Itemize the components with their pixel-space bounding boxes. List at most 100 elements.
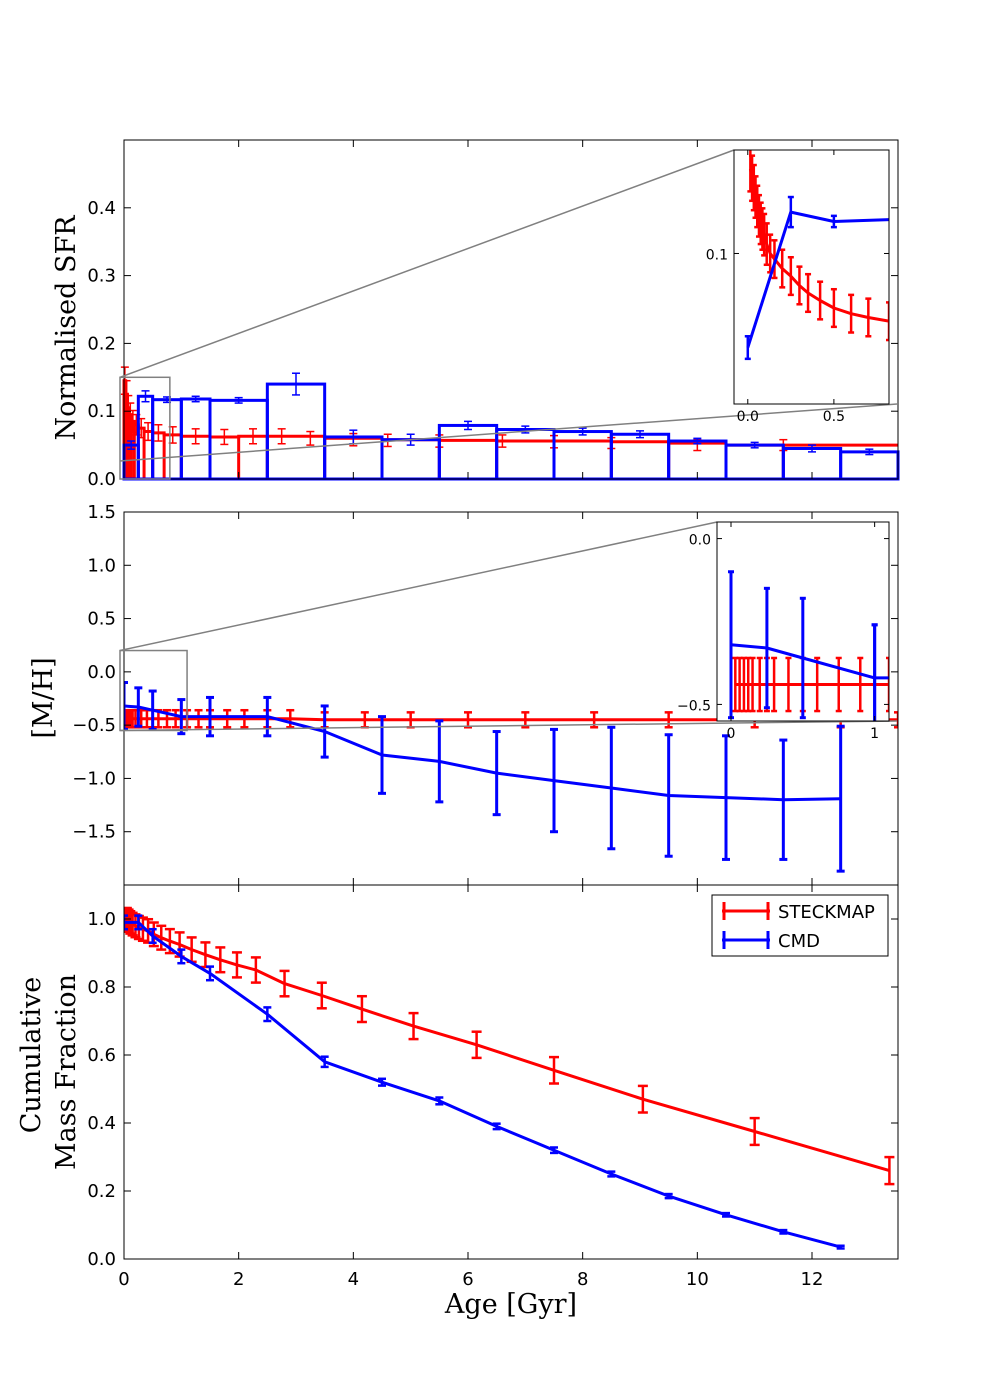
mh-inset-steckmap-errorbar	[771, 656, 778, 713]
mh-inset-y-tick-label: −0.5	[677, 698, 711, 714]
sfr-steckmap-errorbar	[306, 430, 315, 446]
sfr-inset-steckmap-errorbar	[865, 297, 872, 338]
sfr-inset-steckmap-errorbar	[805, 272, 812, 314]
cum-cmd-line	[124, 920, 842, 1249]
mh-y-tick-label: 1.0	[87, 555, 116, 576]
cum-cmd-errorbar	[320, 1055, 329, 1069]
mh-steckmap-errorbar	[194, 708, 203, 729]
sfr-cmd-errorbar	[865, 448, 874, 456]
mh-cmd-errorbar	[550, 727, 558, 834]
sfr-cmd-bar	[552, 430, 613, 481]
cum-x-tick-label: 6	[462, 1269, 473, 1290]
sfr-cmd-errorbar	[693, 437, 702, 445]
mh-inset-y-tick-label: 0.0	[689, 533, 711, 549]
cum-cmd-errorbar	[177, 948, 186, 965]
mh-steckmap-errorbar	[894, 711, 898, 729]
cum-steckmap-errorbar	[215, 946, 226, 974]
sfr-inset-steckmap-errorbar	[830, 287, 837, 329]
sfr-steckmap-errorbar	[154, 424, 163, 442]
mh-inset-x-tick-label: 1	[870, 726, 879, 742]
mh-inset-x-tick-label: 0	[727, 726, 736, 742]
sfr-inset-steckmap-errorbar	[848, 293, 855, 334]
sfr-inset-plot	[744, 150, 889, 361]
mh-cmd-errorbar	[722, 734, 730, 861]
sfr-inset-steckmap-errorbar	[886, 301, 889, 342]
cum-cmd-errorbar	[779, 1228, 788, 1235]
cum-cmd-errorbar	[124, 914, 128, 931]
mh-cmd-errorbar	[779, 738, 788, 861]
sfr-cmd-bar	[265, 382, 327, 481]
mh-steckmap-errorbar	[664, 711, 673, 729]
mh-inset-steckmap-errorbar	[749, 656, 756, 713]
cum-cmd-errorbar	[206, 965, 214, 982]
cum-y-tick-label: 1.0	[87, 909, 116, 930]
sfr-cmd-bar	[724, 443, 785, 481]
mh-steckmap-errorbar	[171, 708, 180, 729]
mh-cmd-errorbar	[435, 719, 444, 804]
sfr-cmd-errorbar	[127, 440, 136, 450]
cum-steckmap-errorbar	[356, 994, 367, 1024]
mh-cmd-errorbar	[664, 733, 673, 858]
cum-steckmap-errorbar	[137, 916, 148, 943]
sfr-steckmap-errorbar	[220, 428, 229, 446]
sfr-cmd-errorbar	[578, 427, 587, 436]
mh-steckmap-errorbar	[240, 708, 249, 729]
mh-inset-plot	[728, 570, 889, 721]
mh-ylabel: [M/H]	[28, 657, 59, 738]
mh-steckmap-errorbar	[464, 711, 472, 729]
cum-y-tick-label: 0.0	[87, 1249, 116, 1270]
cum-y-tick-label: 0.6	[87, 1045, 116, 1066]
mh-y-tick-label: 0.5	[87, 609, 116, 630]
mh-zoom-connector-bottom	[119, 720, 898, 732]
sfr-y-tick-label: 0.1	[87, 401, 116, 422]
mh-inset-cmd-errorbar	[799, 596, 806, 720]
sfr-y-tick-label: 0.3	[87, 266, 116, 287]
sfr-inset-x-tick-label: 0.5	[823, 409, 845, 425]
sfr-inset-x-tick-label: 0.0	[737, 409, 759, 425]
cum-x-tick-label: 12	[801, 1269, 824, 1290]
cum-steckmap-errorbar	[749, 1116, 760, 1147]
mh-y-tick-label: 1.5	[87, 502, 116, 523]
cum-cmd-errorbar	[722, 1211, 730, 1218]
cum-steckmap-errorbar	[316, 981, 327, 1010]
sfr-zoom-connector-bottom	[119, 403, 898, 462]
cum-x-tick-label: 4	[348, 1269, 359, 1290]
mh-inset-steckmap-errorbar	[886, 656, 889, 713]
sfr-cmd-bar	[151, 398, 183, 481]
sfr-inset-steckmap-errorbar	[796, 265, 803, 306]
cum-cmd-errorbar	[607, 1170, 616, 1178]
mh-inset-cmd-line	[730, 643, 889, 680]
cum-y-tick-label: 0.4	[87, 1113, 116, 1134]
sfr-cmd-bar	[839, 450, 900, 481]
cum-cmd-errorbar	[492, 1122, 501, 1131]
mh-y-tick-label: 0.0	[87, 662, 116, 683]
legend-box	[711, 894, 889, 957]
cum-ylabel-line2: Mass Fraction	[51, 974, 82, 1170]
sfr-steckmap-errorbar	[191, 428, 200, 445]
mh-cmd-errorbar	[378, 715, 386, 795]
legend-item-cmd: CMD	[722, 931, 820, 952]
cum-steckmap-errorbar	[884, 1155, 895, 1186]
mh-cmd-errorbar	[836, 724, 845, 873]
cum-ylabel-line1: Cumulative	[16, 977, 47, 1134]
cum-y-tick-label: 0.8	[87, 977, 116, 998]
sfr-cmd-bar	[495, 428, 556, 481]
mh-y-tick-label: −1.5	[72, 822, 116, 843]
sfr-inset-background	[734, 150, 889, 404]
sfr-inset-steckmap-errorbar	[763, 222, 770, 267]
cum-steckmap-errorbar	[408, 1011, 419, 1041]
sfr-inset-steckmap-errorbar	[817, 280, 824, 321]
sfr-y-tick-label: 0.2	[87, 333, 116, 354]
sfr-inset-steckmap-errorbar	[787, 255, 794, 297]
mh-y-tick-label: −0.5	[72, 715, 116, 736]
sfr-cmd-errorbar	[292, 372, 300, 396]
mh-cmd-errorbar	[177, 698, 186, 736]
cum-steckmap-errorbar	[156, 924, 167, 951]
sfr-steckmap-errorbar	[144, 421, 153, 442]
sfr-cmd-errorbar	[141, 390, 150, 403]
cum-cmd-errorbar	[148, 927, 157, 945]
mh-inset-steckmap-errorbar	[785, 656, 792, 713]
mh-y-tick-label: −1.0	[72, 768, 116, 789]
